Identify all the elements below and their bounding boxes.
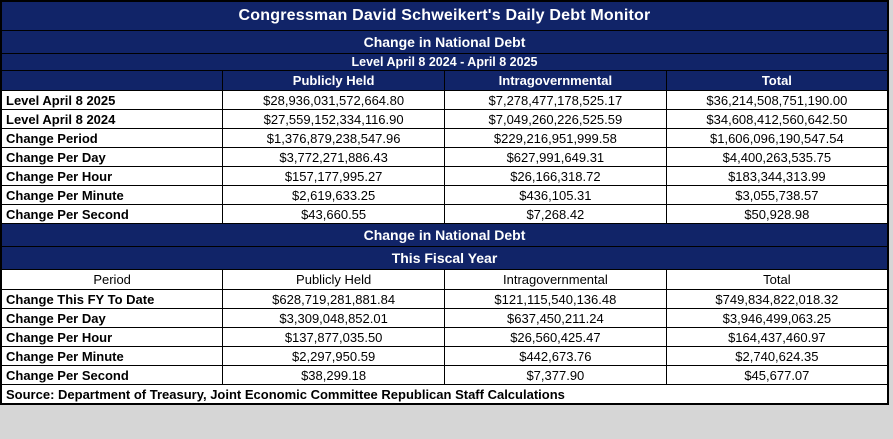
total-value: $2,740,624.35: [665, 346, 889, 366]
table-row: Level April 8 2025 $28,936,031,572,664.8…: [0, 90, 889, 110]
source-row: Source: Department of Treasury, Joint Ec…: [0, 384, 889, 405]
column-header-total: Total: [665, 70, 889, 91]
intragovernmental-value: $7,377.90: [444, 365, 667, 385]
intragovernmental-value: $7,049,260,226,525.59: [444, 109, 667, 129]
row-label: Change Per Minute: [0, 185, 224, 205]
row-label: Level April 8 2025: [0, 90, 224, 110]
publicly-held-value: $3,309,048,852.01: [222, 308, 445, 328]
debt-monitor: Congressman David Schweikert's Daily Deb…: [0, 0, 889, 405]
column-header-intragovernmental: Intragovernmental: [444, 269, 667, 290]
intragovernmental-value: $7,278,477,178,525.17: [444, 90, 667, 110]
row-label: Change Per Day: [0, 147, 224, 167]
total-value: $36,214,508,751,190.00: [665, 90, 889, 110]
publicly-held-value: $137,877,035.50: [222, 327, 445, 347]
intragovernmental-value: $436,105.31: [444, 185, 667, 205]
total-value: $3,946,499,063.25: [665, 308, 889, 328]
intragovernmental-value: $7,268.42: [444, 204, 667, 224]
section2-column-headers: Period Publicly Held Intragovernmental T…: [0, 269, 889, 290]
total-value: $3,055,738.57: [665, 185, 889, 205]
total-value: $50,928.98: [665, 204, 889, 224]
total-value: $4,400,263,535.75: [665, 147, 889, 167]
column-header-publicly-held: Publicly Held: [222, 70, 445, 91]
publicly-held-value: $28,936,031,572,664.80: [222, 90, 445, 110]
intragovernmental-value: $26,560,425.47: [444, 327, 667, 347]
column-header-publicly-held: Publicly Held: [222, 269, 445, 290]
publicly-held-value: $1,376,879,238,547.96: [222, 128, 445, 148]
debt-monitor-table: Congressman David Schweikert's Daily Deb…: [0, 0, 889, 405]
publicly-held-value: $43,660.55: [222, 204, 445, 224]
section2-subheader: This Fiscal Year: [0, 246, 889, 270]
section1-column-headers: Publicly Held Intragovernmental Total: [0, 70, 889, 91]
publicly-held-value: $628,719,281,881.84: [222, 289, 445, 309]
publicly-held-value: $2,619,633.25: [222, 185, 445, 205]
table-row: Change Per Hour $137,877,035.50 $26,560,…: [0, 327, 889, 347]
section2-subheader-row: This Fiscal Year: [0, 246, 889, 270]
section2-header: Change in National Debt: [0, 223, 889, 247]
table-row: Change Per Minute $2,619,633.25 $436,105…: [0, 185, 889, 205]
intragovernmental-value: $26,166,318.72: [444, 166, 667, 186]
total-value: $749,834,822,018.32: [665, 289, 889, 309]
total-value: $164,437,460.97: [665, 327, 889, 347]
title-row: Congressman David Schweikert's Daily Deb…: [0, 0, 889, 31]
page-title: Congressman David Schweikert's Daily Deb…: [0, 0, 889, 31]
intragovernmental-value: $627,991,649.31: [444, 147, 667, 167]
table-row: Change This FY To Date $628,719,281,881.…: [0, 289, 889, 309]
total-value: $45,677.07: [665, 365, 889, 385]
row-label: Change Per Minute: [0, 346, 224, 366]
table-row: Level April 8 2024 $27,559,152,334,116.9…: [0, 109, 889, 129]
row-label: Level April 8 2024: [0, 109, 224, 129]
intragovernmental-value: $121,115,540,136.48: [444, 289, 667, 309]
intragovernmental-value: $229,216,951,999.58: [444, 128, 667, 148]
table-row: Change Per Second $38,299.18 $7,377.90 $…: [0, 365, 889, 385]
column-header-total: Total: [665, 269, 889, 290]
table-row: Change Per Hour $157,177,995.27 $26,166,…: [0, 166, 889, 186]
total-value: $183,344,313.99: [665, 166, 889, 186]
row-label: Change Per Hour: [0, 327, 224, 347]
row-label: Change Per Second: [0, 204, 224, 224]
table-row: Change Per Second $43,660.55 $7,268.42 $…: [0, 204, 889, 224]
row-label: Change Period: [0, 128, 224, 148]
column-header-period: Period: [0, 269, 224, 290]
publicly-held-value: $27,559,152,334,116.90: [222, 109, 445, 129]
table-row: Change Per Day $3,309,048,852.01 $637,45…: [0, 308, 889, 328]
section2-header-row: Change in National Debt: [0, 223, 889, 247]
row-label: Change Per Day: [0, 308, 224, 328]
row-label: Change Per Hour: [0, 166, 224, 186]
total-value: $34,608,412,560,642.50: [665, 109, 889, 129]
table-row: Change Per Minute $2,297,950.59 $442,673…: [0, 346, 889, 366]
section1-header: Change in National Debt: [0, 30, 889, 54]
section1-header-row: Change in National Debt: [0, 30, 889, 54]
publicly-held-value: $157,177,995.27: [222, 166, 445, 186]
publicly-held-value: $3,772,271,886.43: [222, 147, 445, 167]
total-value: $1,606,096,190,547.54: [665, 128, 889, 148]
publicly-held-value: $2,297,950.59: [222, 346, 445, 366]
column-header-intragovernmental: Intragovernmental: [444, 70, 667, 91]
intragovernmental-value: $637,450,211.24: [444, 308, 667, 328]
column-header-blank: [0, 70, 224, 91]
source-note: Source: Department of Treasury, Joint Ec…: [0, 384, 889, 405]
section1-subheader: Level April 8 2024 - April 8 2025: [0, 53, 889, 71]
table-row: Change Period $1,376,879,238,547.96 $229…: [0, 128, 889, 148]
table-row: Change Per Day $3,772,271,886.43 $627,99…: [0, 147, 889, 167]
section1-subheader-row: Level April 8 2024 - April 8 2025: [0, 53, 889, 71]
row-label: Change This FY To Date: [0, 289, 224, 309]
intragovernmental-value: $442,673.76: [444, 346, 667, 366]
row-label: Change Per Second: [0, 365, 224, 385]
publicly-held-value: $38,299.18: [222, 365, 445, 385]
